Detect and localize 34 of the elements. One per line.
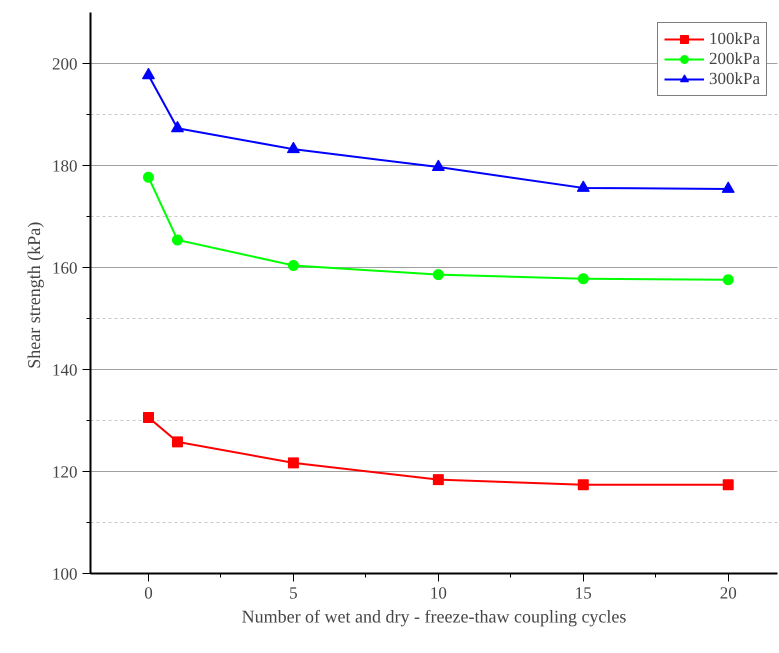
x-tick-label: 5 [289, 584, 298, 602]
point [432, 474, 444, 486]
x-axis-title: Number of wet and dry - freeze-thaw coupling cycles [242, 606, 626, 626]
legend-label: 300kPa [709, 69, 760, 89]
x-tick-label: 20 [720, 584, 737, 602]
legend-label: 100kPa [709, 29, 760, 49]
point [576, 180, 590, 192]
y-tick-label: 100 [52, 564, 78, 584]
point [172, 436, 183, 448]
point [722, 182, 735, 193]
y-tick-label: 140 [52, 360, 78, 380]
point [288, 457, 299, 468]
point [142, 68, 155, 80]
point [722, 274, 734, 286]
y-tick-label: 200 [52, 54, 78, 74]
point [578, 273, 589, 284]
y-tick-label: 180 [52, 156, 78, 176]
legend-label: 200kPa [709, 49, 760, 69]
point [722, 479, 734, 490]
point [288, 260, 299, 271]
point [142, 172, 154, 183]
point [172, 234, 183, 246]
point [170, 120, 184, 132]
point [432, 269, 444, 280]
x-tick-label: 15 [574, 584, 592, 602]
y-tick-label: 160 [52, 258, 78, 278]
y-tick-label: 120 [52, 462, 78, 482]
y-axis-title: Shear strength (kPa) [24, 222, 44, 369]
point [142, 412, 154, 423]
point [286, 142, 300, 154]
x-tick-label: 0 [144, 584, 153, 602]
point [578, 479, 589, 490]
x-tick-label: 10 [430, 584, 447, 602]
point [432, 160, 445, 171]
